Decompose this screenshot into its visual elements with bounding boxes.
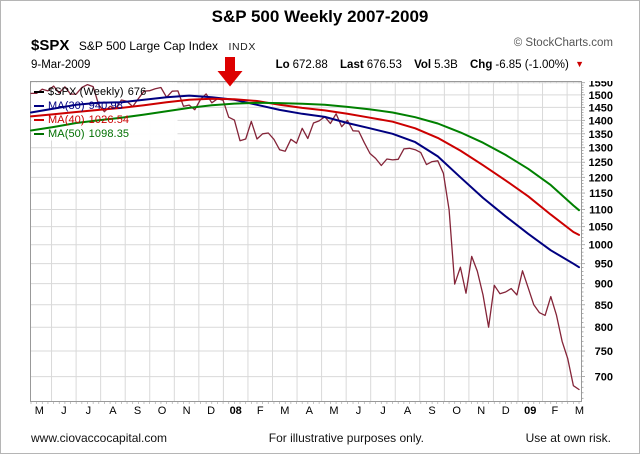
svg-text:900: 900 [595, 279, 613, 291]
quote-bar: 9-Mar-2009 Lo 672.88 Last 676.53 Vol 5.3B C… [31, 59, 584, 75]
svg-text:08: 08 [230, 405, 242, 417]
svg-text:1050: 1050 [589, 222, 613, 234]
svg-text:D: D [207, 405, 215, 417]
svg-text:750: 750 [595, 346, 613, 358]
ma50-line-swatch [34, 133, 44, 135]
footer-site-link[interactable]: www.ciovaccocapital.com [31, 431, 168, 445]
svg-text:1450: 1450 [589, 102, 613, 114]
legend-value: 676 [127, 86, 147, 98]
svg-text:F: F [257, 405, 264, 417]
svg-text:A: A [306, 405, 314, 417]
svg-text:J: J [61, 405, 67, 417]
svg-text:J: J [86, 405, 92, 417]
spx-line-swatch [34, 91, 44, 93]
change-value: -6.85 (-1.00%) [495, 59, 569, 71]
ma40-line-swatch [34, 119, 44, 121]
exchange-label: INDX [228, 41, 256, 53]
legend-value: 940.98 [88, 100, 123, 112]
svg-text:1350: 1350 [589, 129, 613, 141]
svg-text:A: A [404, 405, 412, 417]
change-label: Chg [470, 59, 493, 71]
svg-text:O: O [158, 405, 167, 417]
ma30-line-swatch [34, 105, 44, 107]
svg-text:950: 950 [595, 259, 613, 271]
page-title: S&P 500 Weekly 2007-2009 [211, 7, 429, 26]
svg-text:M: M [280, 405, 289, 417]
svg-text:S: S [428, 405, 435, 417]
svg-text:1250: 1250 [589, 157, 613, 169]
symbol-description: S&P 500 Large Cap Index [78, 39, 219, 53]
quote-date: 9-Mar-2009 [31, 59, 91, 71]
svg-text:J: J [356, 405, 362, 417]
svg-text:1500: 1500 [589, 90, 613, 102]
price-chart: 700 750 800 850 900 950 1000 1050 1100 1150 1200 12… [30, 81, 613, 417]
legend-row-ma50: MA(50) 1098.35 [34, 127, 146, 141]
chg-dropdown-arrow-icon[interactable]: ▼ [575, 59, 584, 69]
low-label: Lo [275, 59, 290, 71]
svg-text:S: S [134, 405, 141, 417]
footer-disclaimer: For illustrative purposes only. [268, 431, 424, 445]
svg-text:700: 700 [595, 372, 613, 384]
quote-values: Lo 672.88 Last 676.53 Vol 5.3B Chg -6.85 (-1… [276, 59, 584, 71]
footer-risk-note: Use at own risk. [525, 431, 611, 445]
svg-text:1150: 1150 [589, 188, 613, 200]
svg-text:1000: 1000 [589, 240, 613, 252]
symbol-header: © StockCharts.com $SPX S&P 500 Large Cap… [31, 37, 613, 55]
svg-text:09: 09 [524, 405, 536, 417]
last-value: 676.53 [366, 59, 402, 71]
svg-text:A: A [109, 405, 117, 417]
svg-text:N: N [477, 405, 485, 417]
footer: www.ciovaccocapital.com For illustrative… [31, 431, 611, 445]
ticker-symbol: $SPX [31, 37, 70, 54]
svg-text:N: N [183, 405, 191, 417]
legend-label: $SPX (Weekly) [48, 86, 124, 98]
svg-text:1200: 1200 [589, 172, 613, 184]
svg-text:1100: 1100 [589, 204, 613, 216]
svg-text:M: M [329, 405, 338, 417]
svg-text:1400: 1400 [589, 115, 613, 127]
volume-label: Vol [414, 59, 432, 71]
low-value: 672.88 [292, 59, 328, 71]
svg-text:F: F [551, 405, 558, 417]
svg-text:D: D [502, 405, 510, 417]
volume-value: 5.3B [434, 59, 458, 71]
svg-text:M: M [35, 405, 44, 417]
last-label: Last [340, 59, 364, 71]
legend-label: MA(40) [48, 114, 85, 126]
legend-label: MA(50) [48, 128, 85, 140]
legend-row-ma30: MA(30) 940.98 [34, 99, 146, 113]
legend-value: 1026.54 [88, 114, 130, 126]
svg-text:1550: 1550 [589, 81, 613, 90]
chart-legend: $SPX (Weekly) 676 MA(30) 940.98 MA(40) 1… [34, 85, 146, 141]
down-arrow-annotation-icon [217, 57, 243, 87]
svg-text:850: 850 [595, 300, 613, 312]
svg-text:O: O [452, 405, 461, 417]
svg-text:M: M [575, 405, 584, 417]
svg-text:800: 800 [595, 322, 613, 334]
stockcharts-copyright-link[interactable]: © StockCharts.com [513, 37, 613, 49]
legend-row-spx: $SPX (Weekly) 676 [34, 85, 146, 99]
svg-text:1300: 1300 [589, 143, 613, 155]
svg-text:J: J [380, 405, 386, 417]
legend-label: MA(30) [48, 100, 85, 112]
legend-row-ma40: MA(40) 1026.54 [34, 113, 146, 127]
legend-value: 1098.35 [88, 128, 130, 140]
